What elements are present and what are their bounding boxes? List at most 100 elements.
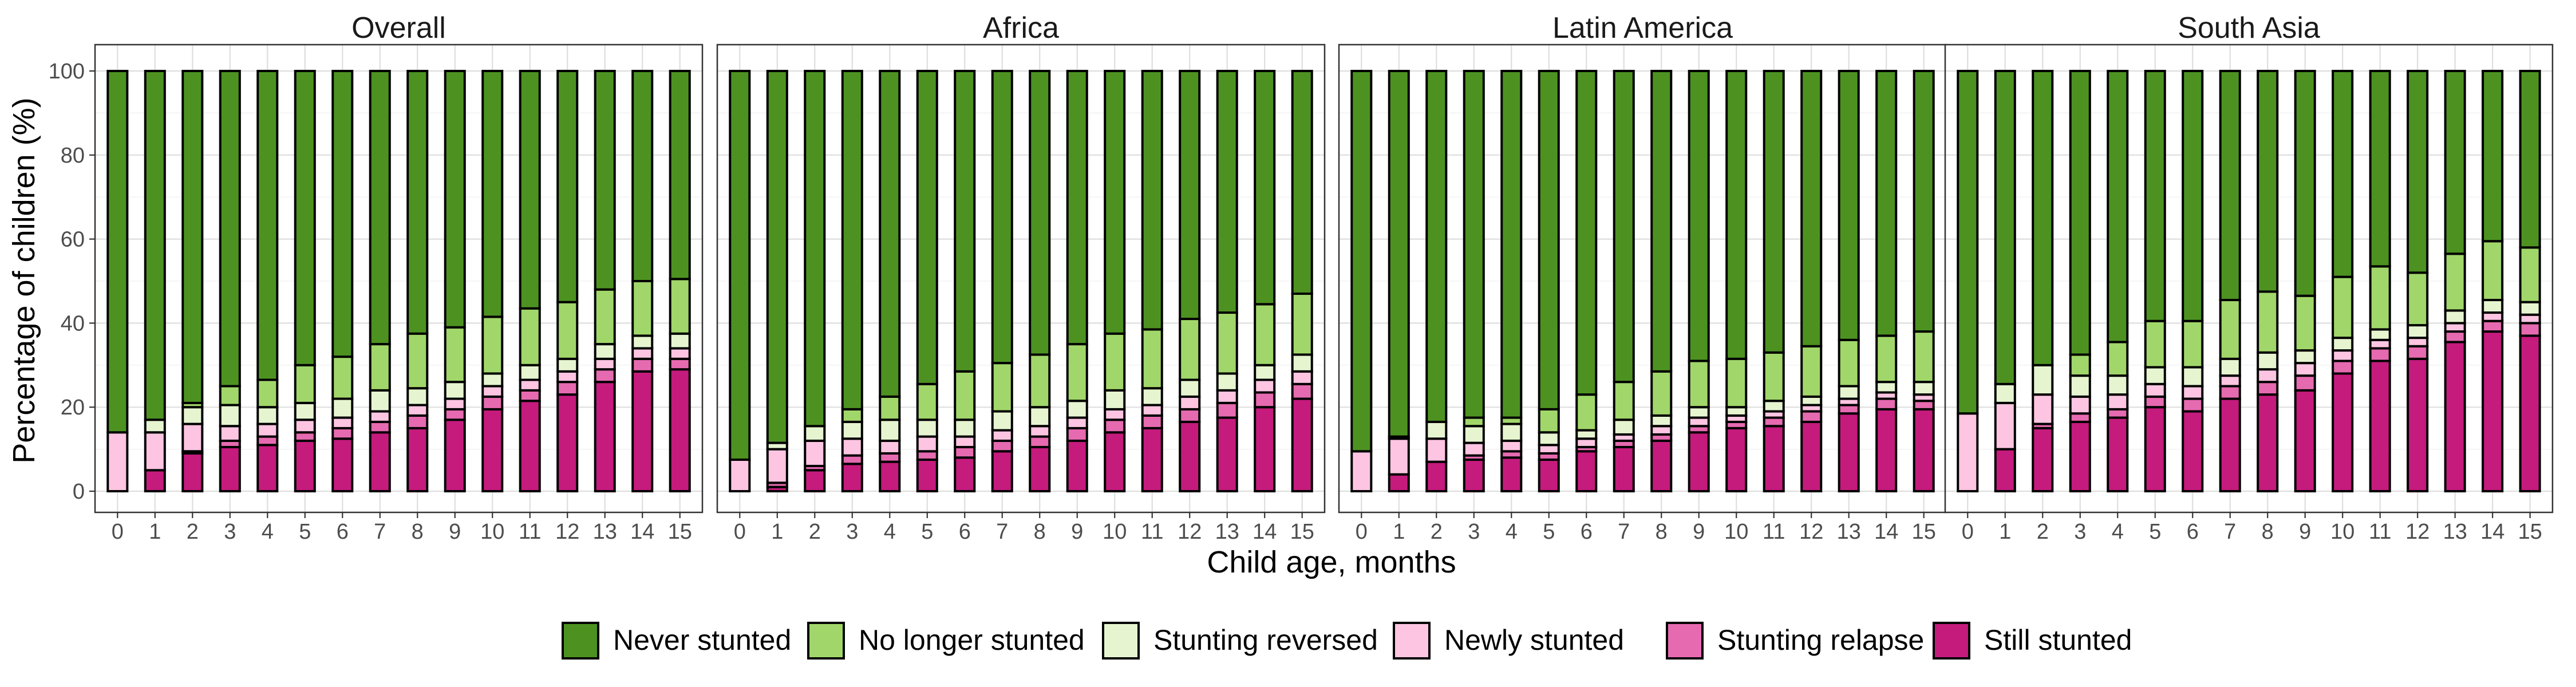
bar-segment-still-stunted: [1425, 460, 1448, 492]
bar-age-8: [1650, 70, 1673, 492]
bar-segment-newly-stunted: [1254, 378, 1276, 394]
bar-segment-never-stunted: [406, 70, 429, 335]
bar-age-15: [1291, 70, 1313, 493]
x-tick-label: 6: [1581, 520, 1593, 544]
bar-segment-no-longer-stunted: [1066, 343, 1088, 402]
panel-border: [1944, 44, 2554, 514]
bar-segment-still-stunted: [804, 469, 826, 492]
bar-segment-stunting-relapse: [2407, 345, 2429, 360]
x-tick-label: 3: [1468, 520, 1480, 544]
bar-segment-never-stunted: [181, 70, 204, 404]
bar-segment-newly-stunted: [2069, 395, 2091, 415]
bar-age-10: [1104, 70, 1126, 492]
bar-age-4: [2107, 70, 2129, 492]
bar-segment-newly-stunted: [1179, 395, 1201, 410]
bar-segment-never-stunted: [519, 70, 541, 310]
bar-age-6: [331, 70, 354, 492]
bar-segment-stunting-relapse: [1254, 391, 1276, 409]
x-tick-label: 5: [2149, 520, 2161, 544]
bar-segment-newly-stunted: [766, 448, 788, 484]
bar-segment-newly-stunted: [841, 437, 863, 457]
bar-age-1: [1388, 70, 1410, 493]
bar-segment-stunting-reversed: [1029, 406, 1051, 428]
bar-age-4: [256, 70, 279, 493]
bar-segment-no-longer-stunted: [2369, 265, 2391, 331]
bar-segment-stunting-reversed: [1500, 423, 1523, 442]
bar-segment-still-stunted: [669, 368, 691, 493]
bar-segment-never-stunted: [2444, 70, 2466, 255]
bar-segment-stunting-reversed: [1538, 431, 1560, 447]
bar-segment-no-longer-stunted: [2144, 319, 2166, 369]
bar-age-8: [1029, 70, 1051, 492]
bar-segment-stunting-relapse: [916, 450, 938, 461]
x-tick-label: 13: [1837, 520, 1861, 544]
bar-segment-no-longer-stunted: [2332, 275, 2354, 339]
bar-segment-newly-stunted: [256, 423, 279, 438]
bar-age-14: [2482, 70, 2504, 493]
bar-segment-still-stunted: [2144, 406, 2166, 493]
bar-segment-stunting-relapse: [2332, 360, 2354, 375]
legend-label: Never stunted: [613, 624, 791, 656]
bar-segment-still-stunted: [1994, 448, 2016, 492]
bar-segment-still-stunted: [1500, 456, 1523, 493]
bar-age-5: [916, 70, 938, 493]
bar-segment-newly-stunted: [2219, 374, 2241, 388]
x-tick-label: 0: [112, 520, 124, 544]
bar-age-11: [1763, 70, 1785, 492]
bar-segment-stunting-relapse: [631, 357, 654, 373]
bar-segment-never-stunted: [1994, 70, 2016, 385]
bar-segment-never-stunted: [2294, 70, 2316, 297]
legend-label: No longer stunted: [859, 624, 1085, 656]
x-tick-label: 10: [1724, 520, 1748, 544]
bar-segment-newly-stunted: [631, 347, 654, 360]
bar-segment-never-stunted: [2519, 70, 2541, 249]
bar-segment-no-longer-stunted: [1463, 416, 1485, 428]
x-tick-label: 10: [480, 520, 504, 544]
bar-segment-stunting-relapse: [294, 431, 316, 442]
bar-segment-never-stunted: [331, 70, 354, 358]
panel-title: Latin America: [1552, 11, 1733, 45]
bar-segment-stunting-reversed: [331, 397, 354, 419]
bar-segment-newly-stunted: [2444, 322, 2466, 333]
bar-segment-stunting-reversed: [879, 418, 901, 442]
bar-segment-newly-stunted: [2369, 338, 2391, 350]
bar-segment-stunting-relapse: [669, 357, 691, 371]
bar-segment-still-stunted: [2069, 420, 2091, 493]
bar-segment-still-stunted: [406, 427, 429, 493]
bar-segment-stunting-relapse: [2144, 395, 2166, 409]
y-tick-label: 60: [61, 228, 85, 252]
x-tick-label: 6: [337, 520, 349, 544]
legend-label: Stunting reversed: [1153, 624, 1378, 656]
x-tick-label: 12: [555, 520, 579, 544]
bar-segment-still-stunted: [1763, 425, 1785, 492]
x-tick-label: 1: [1999, 520, 2011, 544]
bar-segment-never-stunted: [631, 70, 654, 282]
x-tick-label: 3: [2074, 520, 2086, 544]
bar-segment-no-longer-stunted: [2107, 341, 2129, 377]
bar-segment-never-stunted: [2144, 70, 2166, 322]
bar-segment-never-stunted: [841, 70, 863, 410]
bar-segment-stunting-reversed: [804, 425, 826, 442]
bar-segment-still-stunted: [519, 400, 541, 492]
bar-age-5: [2144, 70, 2166, 493]
bar-segment-newly-stunted: [2294, 362, 2316, 377]
bar-age-9: [1066, 70, 1088, 492]
bar-segment-stunting-relapse: [481, 395, 504, 410]
bar-segment-stunting-reversed: [1763, 400, 1785, 413]
bar-age-2: [804, 70, 826, 492]
bar-segment-stunting-reversed: [1425, 420, 1448, 440]
bar-age-12: [1800, 70, 1823, 493]
bar-age-15: [2519, 70, 2541, 492]
y-tick-label: 0: [73, 480, 85, 504]
bar-age-7: [369, 70, 391, 492]
bar-age-10: [481, 70, 504, 492]
bar-segment-newly-stunted: [1141, 404, 1163, 417]
bar-segment-newly-stunted: [729, 458, 751, 493]
bar-segment-stunting-reversed: [1913, 381, 1935, 396]
bar-segment-never-stunted: [1688, 70, 1710, 362]
bar-segment-no-longer-stunted: [444, 326, 466, 384]
bar-segment-stunting-relapse: [2519, 322, 2541, 337]
bar-segment-never-stunted: [1800, 70, 1823, 348]
